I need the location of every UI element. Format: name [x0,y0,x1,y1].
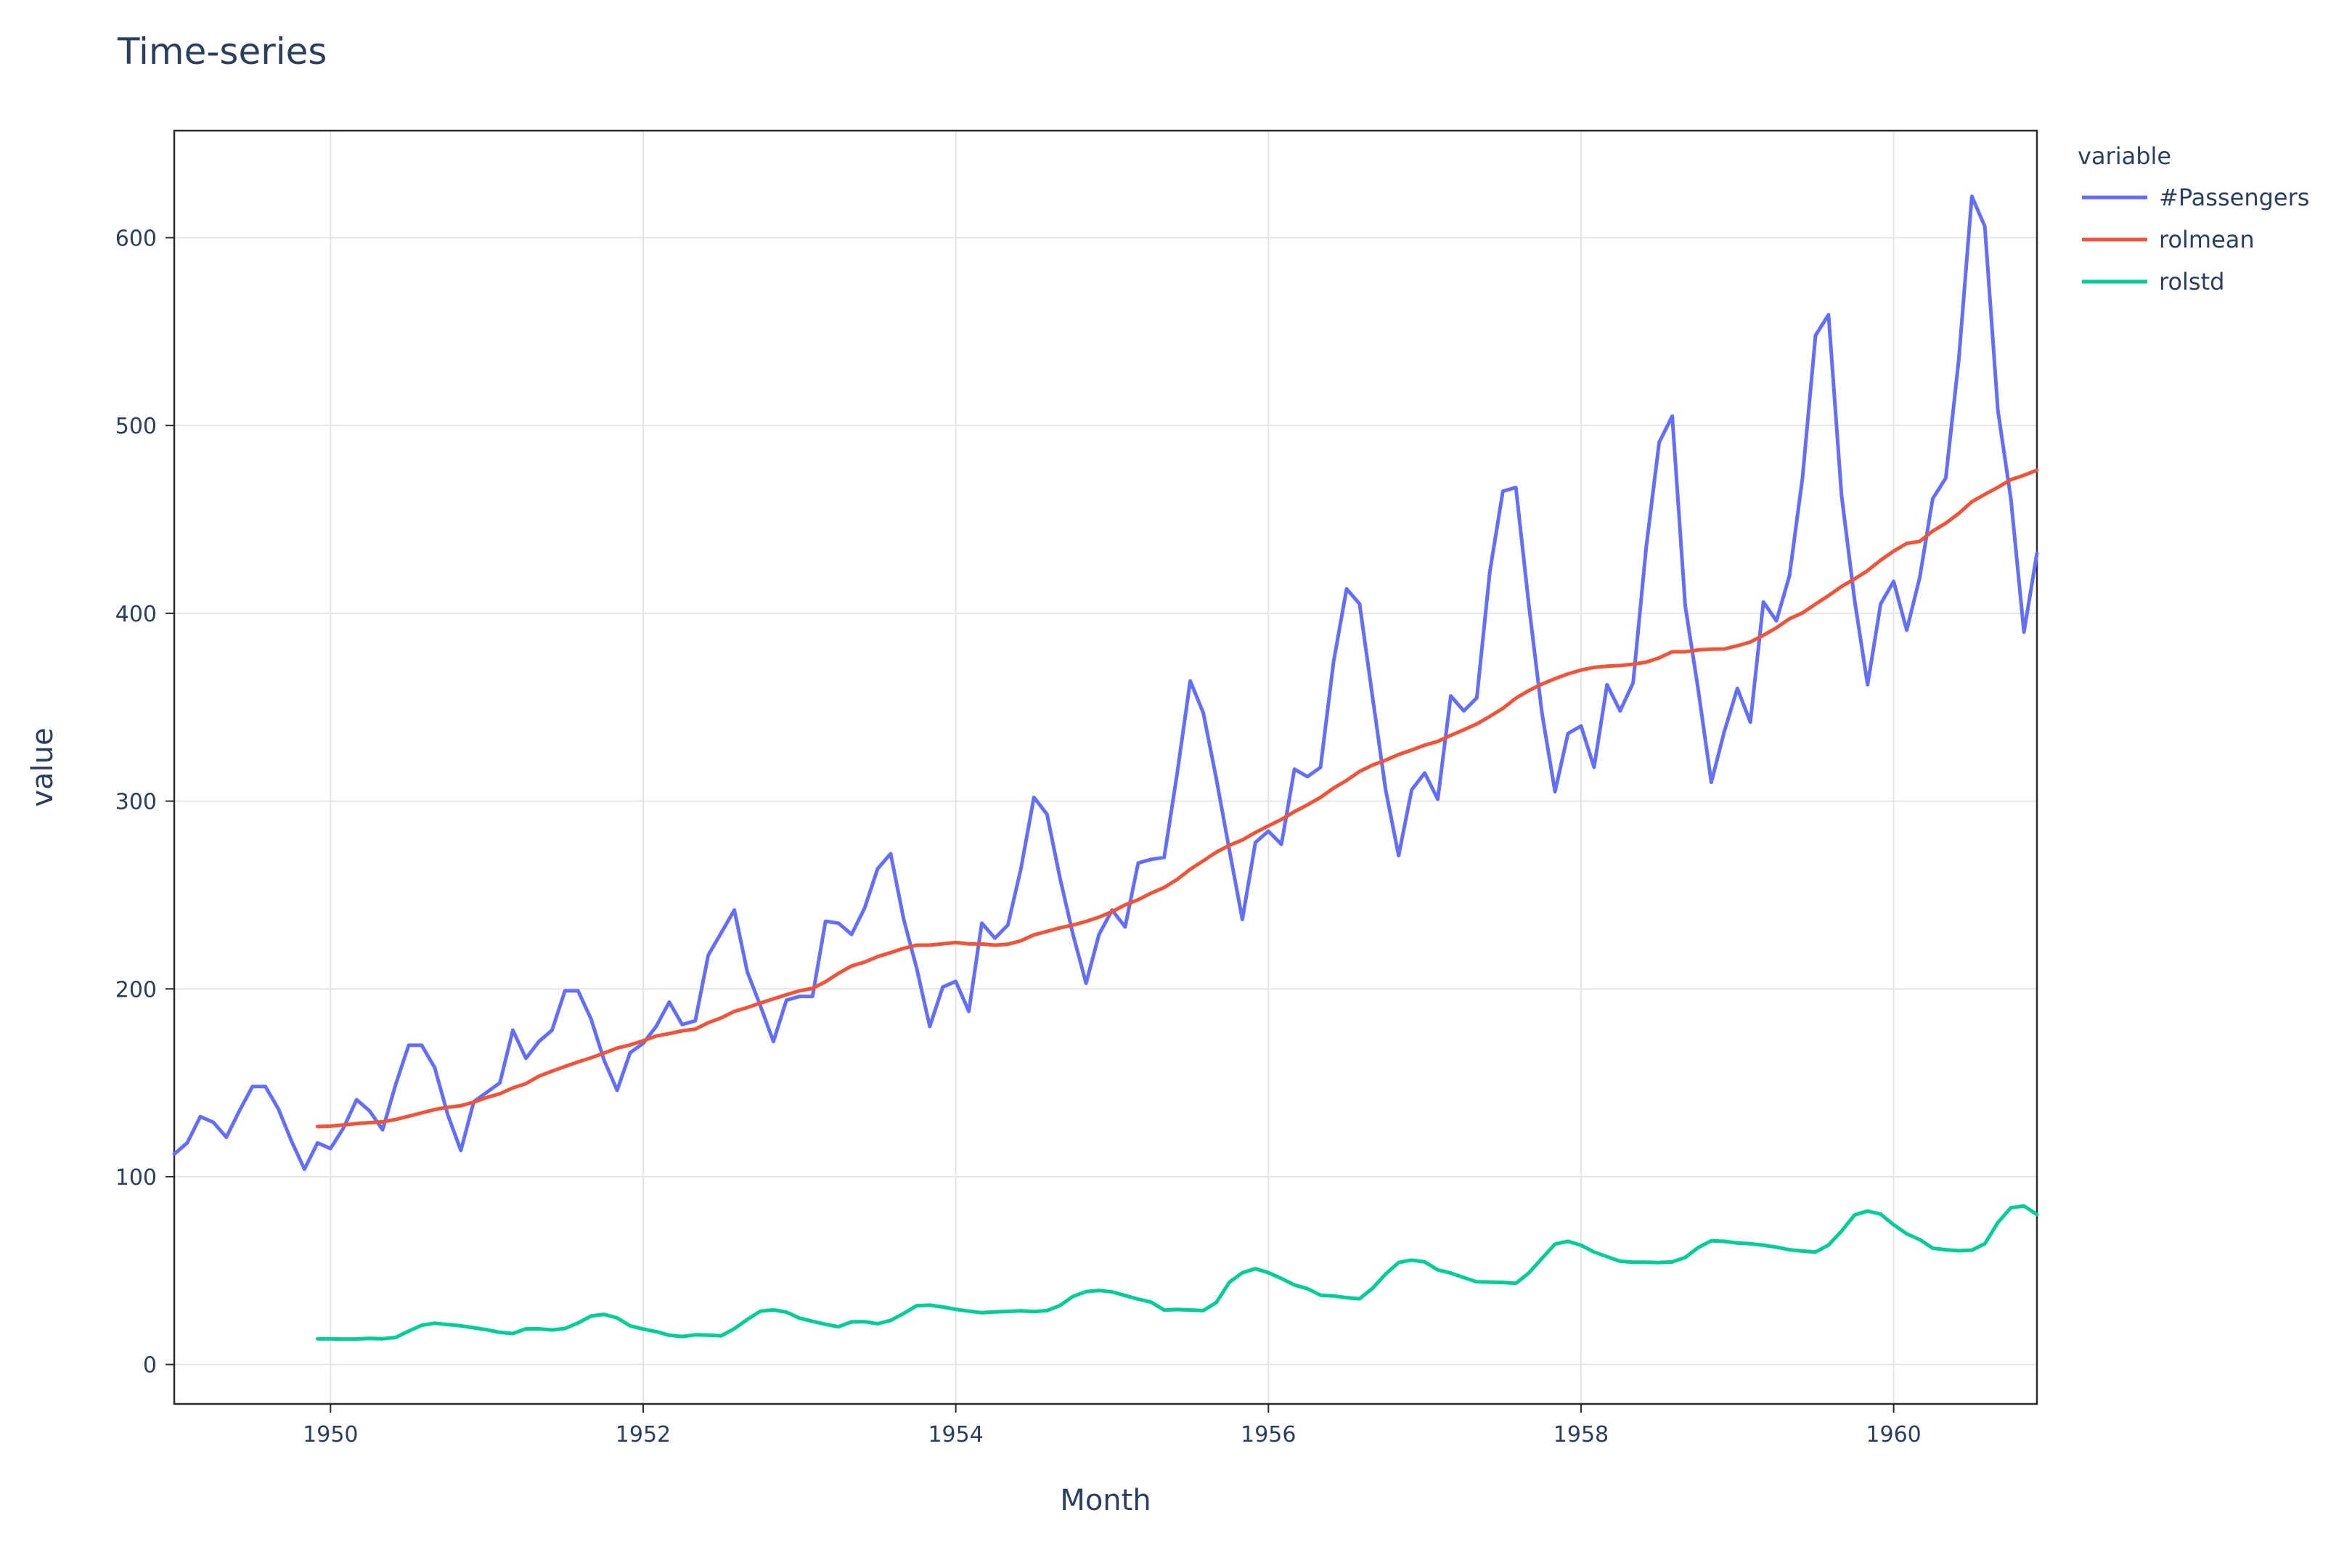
legend-title: variable [2078,142,2171,170]
x-axis-title: Month [1060,1484,1151,1517]
series-line-rolstd [315,1204,2039,1342]
legend: variable #Passengers rolmean rolstd [2078,142,2309,295]
x-tick-label: 1958 [1553,1422,1609,1447]
legend-label-passengers: #Passengers [2159,184,2309,211]
legend-items: #Passengers rolmean rolstd [2082,184,2309,295]
series-lines [172,195,2039,1342]
series-line-passengers [172,195,2039,1172]
legend-label-rolstd: rolstd [2159,268,2224,295]
x-tick-label: 1954 [928,1422,983,1447]
x-tick-labels: 1950 1952 1954 1956 1958 1960 [303,1404,1922,1447]
x-tick-label: 1952 [616,1422,671,1447]
plot-frame [173,129,2038,1405]
grid-lines [174,131,2037,1404]
y-tick-label: 400 [115,602,157,627]
x-tick-label: 1960 [1866,1422,1921,1447]
y-tick-label: 600 [115,226,157,251]
y-tick-label: 0 [143,1353,157,1379]
y-tick-label: 300 [115,790,157,815]
y-axis-title: value [26,727,60,807]
series-line-rolmean [315,468,2039,1129]
y-tick-labels: 0 100 200 300 400 500 600 [115,226,174,1379]
y-tick-label: 100 [115,1165,157,1191]
x-tick-label: 1956 [1241,1422,1296,1447]
legend-label-rolmean: rolmean [2159,226,2255,253]
y-tick-label: 200 [115,977,157,1003]
x-tick-label: 1950 [303,1422,358,1447]
y-tick-label: 500 [115,414,157,439]
chart-title: Time-series [117,30,327,73]
